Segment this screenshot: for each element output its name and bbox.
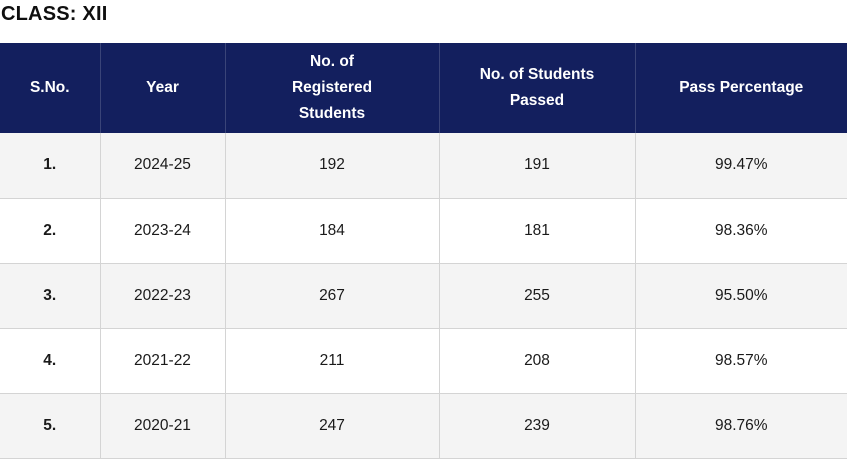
- cell-registered: 192: [225, 133, 440, 199]
- cell-sno: 2.: [0, 198, 101, 264]
- cell-registered: 211: [225, 328, 440, 394]
- cell-pass-percentage: 98.36%: [635, 198, 847, 264]
- table-header: S.No. Year No. of Registered Students No…: [0, 43, 847, 133]
- cell-year: 2023-24: [100, 198, 226, 264]
- table-row: 4. 2021-22 211 208 98.57%: [0, 328, 847, 394]
- cell-passed: 191: [439, 133, 636, 199]
- header-year: Year: [100, 43, 226, 133]
- cell-passed: 239: [439, 393, 636, 459]
- cell-passed: 255: [439, 263, 636, 329]
- cell-registered: 247: [225, 393, 440, 459]
- cell-passed: 208: [439, 328, 636, 394]
- table-row: 5. 2020-21 247 239 98.76%: [0, 393, 847, 459]
- cell-pass-percentage: 98.76%: [635, 393, 847, 459]
- cell-year: 2020-21: [100, 393, 226, 459]
- cell-year: 2021-22: [100, 328, 226, 394]
- header-sno: S.No.: [0, 43, 101, 133]
- table-row: 2. 2023-24 184 181 98.36%: [0, 198, 847, 264]
- table-row: 1. 2024-25 192 191 99.47%: [0, 133, 847, 199]
- cell-registered: 184: [225, 198, 440, 264]
- cell-registered: 267: [225, 263, 440, 329]
- class-heading: CLASS: XII: [1, 3, 108, 25]
- cell-sno: 1.: [0, 133, 101, 199]
- cell-sno: 5.: [0, 393, 101, 459]
- cell-pass-percentage: 98.57%: [635, 328, 847, 394]
- cell-year: 2024-25: [100, 133, 226, 199]
- cell-sno: 4.: [0, 328, 101, 394]
- table-row: 3. 2022-23 267 255 95.50%: [0, 263, 847, 329]
- cell-sno: 3.: [0, 263, 101, 329]
- results-table: S.No. Year No. of Registered Students No…: [0, 43, 847, 459]
- cell-passed: 181: [439, 198, 636, 264]
- cell-pass-percentage: 99.47%: [635, 133, 847, 199]
- header-registered-students: No. of Registered Students: [225, 43, 440, 133]
- header-row: S.No. Year No. of Registered Students No…: [0, 43, 847, 133]
- table-body: 1. 2024-25 192 191 99.47% 2. 2023-24 184…: [0, 133, 847, 459]
- header-pass-percentage: Pass Percentage: [635, 43, 847, 133]
- cell-year: 2022-23: [100, 263, 226, 329]
- cell-pass-percentage: 95.50%: [635, 263, 847, 329]
- header-students-passed: No. of Students Passed: [439, 43, 636, 133]
